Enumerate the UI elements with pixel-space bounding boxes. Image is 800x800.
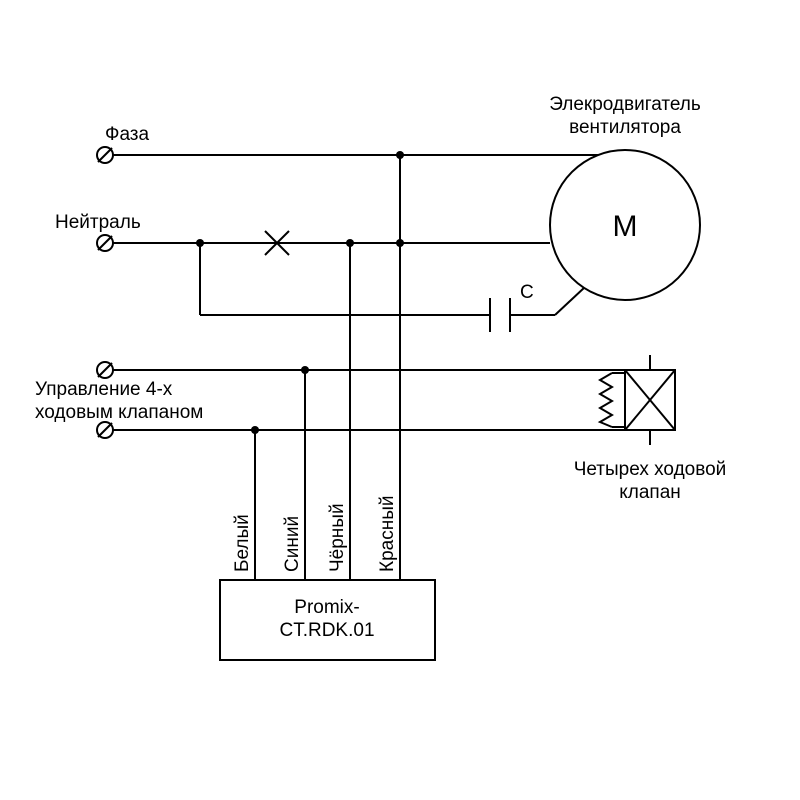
valve-label-1: Четырех ходовой: [574, 459, 727, 480]
wire-label-blue: Синий: [282, 516, 303, 572]
wire-label-black: Чёрный: [327, 503, 348, 572]
four-way-valve: [600, 355, 675, 445]
motor-label-1: Элекродвигатель: [549, 94, 701, 115]
valve-label-2: клапан: [619, 482, 681, 503]
junction: [396, 239, 404, 247]
wiring-diagram: Фаза Нейтраль Управление 4-х ходовым кла…: [0, 0, 800, 800]
device-label-2: CT.RDK.01: [279, 620, 374, 641]
junction: [196, 239, 204, 247]
junction: [396, 151, 404, 159]
device-label-1: Promix-: [294, 597, 359, 618]
neutral-label: Нейтраль: [55, 212, 141, 233]
junction: [301, 366, 309, 374]
control-label-1: Управление 4-х: [35, 379, 173, 400]
motor-letter: M: [613, 210, 638, 243]
cap-label: С: [520, 282, 534, 303]
terminal-neutral: [97, 235, 113, 251]
wire-label-red: Красный: [377, 496, 398, 572]
terminal-phase: [97, 147, 113, 163]
terminal-control-b: [97, 422, 113, 438]
terminal-control-a: [97, 362, 113, 378]
motor-label-2: вентилятора: [569, 117, 681, 138]
wire-label-white: Белый: [232, 514, 253, 572]
junction: [251, 426, 259, 434]
junction: [346, 239, 354, 247]
control-label-2: ходовым клапаном: [35, 402, 203, 423]
phase-label: Фаза: [105, 124, 150, 145]
